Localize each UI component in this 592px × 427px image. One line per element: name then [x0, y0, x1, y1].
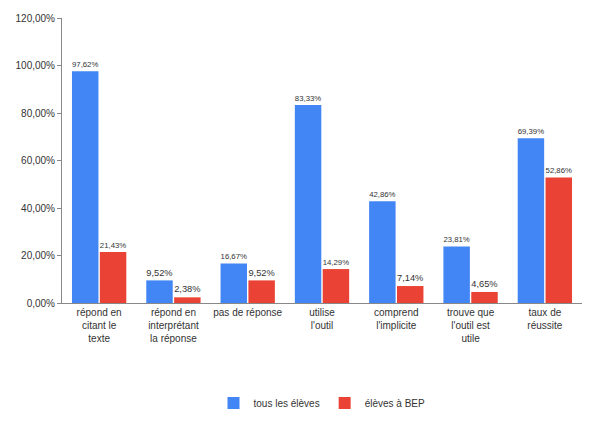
- svg-text:répond eninterprétantla répons: répond eninterprétantla réponse: [148, 307, 199, 344]
- svg-text:16,67%: 16,67%: [221, 252, 247, 261]
- svg-text:42,86%: 42,86%: [369, 190, 395, 199]
- svg-text:0,00%: 0,00%: [27, 298, 55, 309]
- svg-text:tous les élèves: tous les élèves: [254, 398, 320, 409]
- svg-text:80,00%: 80,00%: [21, 108, 55, 119]
- svg-text:9,52%: 9,52%: [146, 268, 172, 278]
- svg-text:52,86%: 52,86%: [546, 166, 572, 175]
- svg-text:élèves à BEP: élèves à BEP: [365, 398, 425, 409]
- svg-text:9,52%: 9,52%: [248, 268, 274, 278]
- svg-text:pas de réponse: pas de réponse: [213, 307, 282, 318]
- svg-text:97,62%: 97,62%: [72, 60, 98, 69]
- svg-text:69,39%: 69,39%: [518, 127, 544, 136]
- svg-text:2,38%: 2,38%: [174, 284, 200, 294]
- svg-text:14,29%: 14,29%: [323, 258, 349, 267]
- svg-text:7,14%: 7,14%: [397, 273, 423, 283]
- svg-text:4,65%: 4,65%: [471, 279, 497, 289]
- svg-text:20,00%: 20,00%: [21, 250, 55, 261]
- svg-text:taux deréussite: taux deréussite: [527, 307, 562, 331]
- svg-text:utilisel'outil: utilisel'outil: [309, 307, 335, 331]
- svg-text:100,00%: 100,00%: [16, 60, 56, 71]
- svg-text:60,00%: 60,00%: [21, 155, 55, 166]
- svg-text:40,00%: 40,00%: [21, 203, 55, 214]
- svg-text:comprendl'implicite: comprendl'implicite: [374, 307, 418, 331]
- svg-text:trouve quel'outil estutile: trouve quel'outil estutile: [447, 307, 495, 344]
- svg-text:83,33%: 83,33%: [295, 94, 321, 103]
- svg-text:21,43%: 21,43%: [100, 241, 126, 250]
- svg-text:répond encitant letexte: répond encitant letexte: [77, 307, 122, 344]
- svg-text:120,00%: 120,00%: [16, 13, 56, 24]
- svg-text:23,81%: 23,81%: [443, 235, 469, 244]
